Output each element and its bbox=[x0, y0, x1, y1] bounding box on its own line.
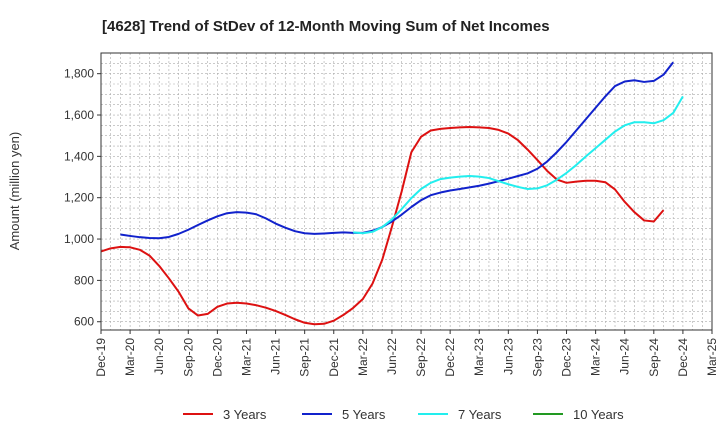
x-tick-label: Sep-22 bbox=[414, 338, 428, 377]
plot-frame bbox=[100, 52, 713, 331]
x-tick-label: Sep-21 bbox=[298, 338, 312, 377]
x-tick-label: Jun-20 bbox=[152, 338, 166, 375]
x-tick-label: Mar-21 bbox=[239, 338, 253, 376]
x-tick-label: Mar-24 bbox=[589, 338, 603, 376]
y-axis-label: Amount (million yen) bbox=[7, 132, 22, 251]
y-tick-label: 800 bbox=[74, 273, 94, 287]
x-tick-label: Mar-23 bbox=[472, 338, 486, 376]
series-line-7-years bbox=[353, 95, 684, 235]
x-tick-label: Sep-23 bbox=[530, 338, 544, 377]
x-tick-label: Mar-22 bbox=[356, 338, 370, 376]
y-tick-label: 1,200 bbox=[64, 191, 94, 205]
x-tick-label: Dec-21 bbox=[327, 338, 341, 377]
legend-label: 5 Years bbox=[342, 407, 386, 422]
x-tick-label: Sep-24 bbox=[647, 338, 661, 377]
legend: 3 Years 5 Years 7 Years 10 Years bbox=[183, 407, 624, 422]
series-line-3-years bbox=[100, 126, 665, 326]
x-axis-ticks: Dec-19 Mar-20 Jun-20 Sep-20 Dec-20 Mar-21 Jun-… bbox=[94, 330, 719, 377]
x-tick-label: Jun-24 bbox=[618, 338, 632, 375]
y-tick-label: 1,600 bbox=[64, 108, 94, 122]
chart-title: [4628] Trend of StDev of 12-Month Moving… bbox=[102, 18, 550, 35]
x-tick-label: Mar-20 bbox=[123, 338, 137, 376]
x-tick-label: Mar-25 bbox=[705, 338, 719, 376]
x-tick-label: Dec-19 bbox=[94, 338, 108, 377]
x-tick-label: Sep-20 bbox=[181, 338, 195, 377]
x-tick-label: Jun-21 bbox=[269, 338, 283, 375]
legend-label: 10 Years bbox=[573, 407, 624, 422]
x-tick-label: Jun-22 bbox=[385, 338, 399, 375]
x-tick-label: Dec-24 bbox=[676, 338, 690, 377]
x-tick-label: Dec-22 bbox=[443, 338, 457, 377]
y-tick-label: 1,800 bbox=[64, 67, 94, 81]
y-tick-label: 1,000 bbox=[64, 232, 94, 246]
legend-label: 7 Years bbox=[458, 407, 502, 422]
x-tick-label: Dec-20 bbox=[210, 338, 224, 377]
y-tick-label: 600 bbox=[74, 315, 94, 329]
legend-label: 3 Years bbox=[223, 407, 267, 422]
x-tick-label: Dec-23 bbox=[560, 338, 574, 377]
series-line-5-years bbox=[120, 61, 674, 240]
grid bbox=[100, 52, 713, 330]
y-tick-label: 1,400 bbox=[64, 149, 94, 163]
x-tick-label: Jun-23 bbox=[501, 338, 515, 375]
y-axis-ticks: 600 800 1,000 1,200 1,400 1,600 1,800 bbox=[64, 67, 101, 329]
series-lines bbox=[100, 61, 684, 326]
